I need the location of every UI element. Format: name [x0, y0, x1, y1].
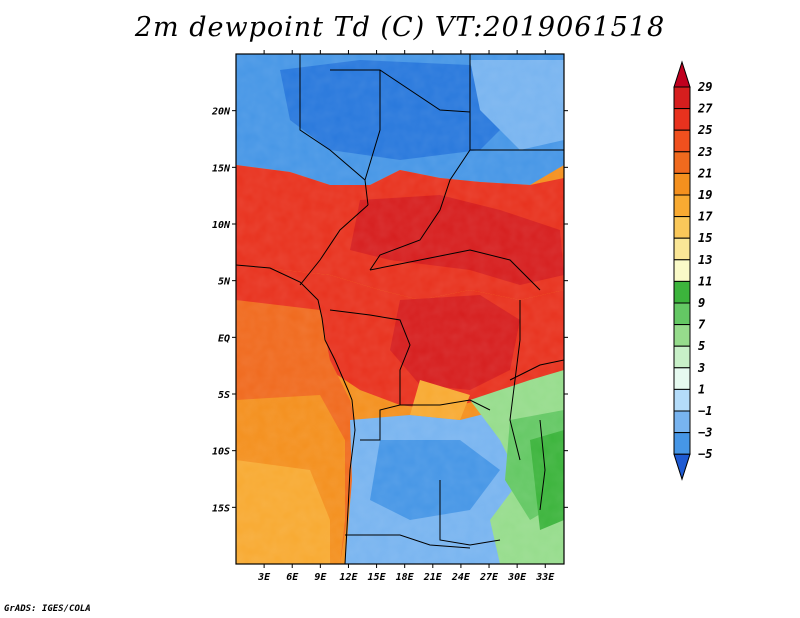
colorbar-swatch [673, 151, 691, 174]
lat-tick-label: 20N [211, 107, 231, 118]
west-coastline [236, 264, 356, 564]
lat-tick-label: 15S [212, 503, 230, 514]
colorbar-label: −1 [698, 404, 712, 418]
colorbar-swatch [673, 324, 691, 347]
country-borders [236, 54, 564, 564]
chart-title: 2m dewpoint Td (C) VT:2019061518 [134, 12, 666, 43]
lon-tick-label: 9E [314, 572, 327, 583]
colorbar-label: 25 [697, 123, 712, 137]
lon-tick-label: 21E [423, 572, 443, 583]
drc-angola-border [400, 399, 491, 411]
lon-tick-label: 6E [286, 572, 299, 583]
lat-tick-label: 10S [212, 447, 230, 458]
colorbar-swatch [673, 280, 691, 304]
colorbar-label: 21 [697, 166, 712, 180]
namibia-border [345, 534, 471, 549]
map-frame [235, 53, 565, 565]
algeria-niger-border [299, 54, 366, 181]
field-texture [236, 54, 564, 564]
lon-tick-label: 24E [451, 572, 471, 583]
lat-tick-label: EQ [218, 333, 230, 344]
lon-tick-label: 3E [257, 572, 271, 583]
lat-tick-label: 5N [218, 277, 231, 288]
lon-tick-label: 12E [339, 572, 358, 583]
colorbar-swatch [673, 108, 691, 131]
colorbar-swatch [673, 172, 691, 196]
colorbar-swatch [673, 388, 691, 412]
colorbar-swatch [673, 216, 691, 239]
libya-border [330, 54, 471, 113]
colorbar-label: 15 [698, 231, 712, 245]
lon-tick-label: 18E [396, 572, 415, 583]
dewpoint-field [236, 54, 564, 564]
colorbar-swatch [673, 259, 691, 282]
nigeria-border [299, 204, 369, 286]
colorbar-swatch [673, 410, 691, 434]
colorbar-label: 23 [697, 145, 712, 159]
colorbar-label: 29 [697, 80, 712, 94]
lat-tick-label: 15N [212, 163, 231, 174]
zambia-border [439, 480, 501, 546]
rift-border [509, 300, 521, 461]
colorbar-label: 9 [698, 296, 705, 310]
lon-tick-label: 27E [479, 572, 499, 583]
niger-chad-border [364, 70, 381, 206]
congo-border [329, 309, 411, 441]
colorbar-top-arrow [673, 60, 691, 88]
colorbar-label: 1 [698, 382, 705, 396]
colorbar-swatch [673, 194, 691, 218]
colorbar-label: 17 [698, 210, 713, 224]
colorbar-label: −5 [698, 447, 712, 461]
colorbar-swatch [673, 432, 691, 455]
colorbar-swatch [673, 345, 691, 369]
colorbar-swatch [673, 86, 691, 110]
lat-tick-label: 5S [218, 390, 230, 401]
lon-tick-label: 30E [507, 572, 527, 583]
colorbar-label: 13 [698, 253, 712, 267]
colorbar-swatch [673, 367, 691, 390]
lon-tick-label: 33E [535, 572, 555, 583]
car-border [369, 249, 541, 291]
colorbar-label: 7 [698, 318, 706, 332]
lat-tick-label: 10N [212, 220, 231, 231]
colorbar-label: 3 [697, 361, 705, 375]
colorbar-label: 5 [698, 339, 705, 353]
colorbar-swatch [673, 302, 691, 326]
longitude-axis: 3E 6E 9E 12E 15E 18E 21E 24E 27E 30E 33E [257, 50, 555, 583]
lon-tick-label: 15E [368, 572, 387, 583]
colorbar-label: 11 [698, 274, 712, 288]
colorbar-label: 27 [697, 102, 713, 116]
colorbar-bottom-arrow [673, 453, 691, 481]
colorbar-swatch [673, 129, 691, 153]
colorbar: 29 27 25 23 21 19 17 15 13 11 9 7 5 3 1 −1 −3 −5 [673, 60, 713, 481]
colorbar-label: 19 [698, 188, 712, 202]
colorbar-label: −3 [698, 426, 712, 440]
latitude-axis: 20N 15N 10N 5N EQ 5S 10S 15S [211, 107, 568, 514]
malawi-border [539, 419, 546, 511]
colorbar-swatch [673, 237, 691, 261]
grads-credit: GrADS: IGES/COLA [4, 604, 91, 614]
uganda-border [509, 359, 564, 381]
